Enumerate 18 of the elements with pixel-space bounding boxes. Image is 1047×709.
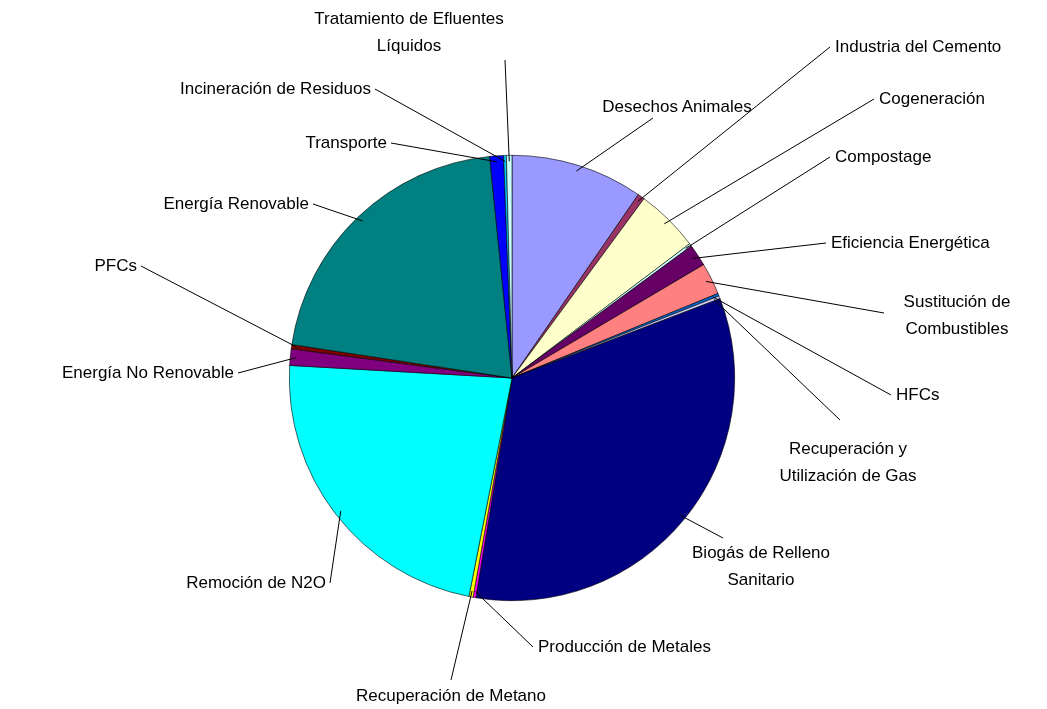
slice-label: Eficiencia Energética [831,232,991,252]
slice-label: Industria del Cemento [835,36,1002,56]
slice-label: Biogás de Relleno Sanitario [692,542,830,589]
slice-label: Tratamiento de Efluentes Líquidos [314,8,504,55]
slice-label: Desechos Animales [602,96,752,116]
slice-label: Remoción de N2O [186,572,326,592]
slice-label: Energía No Renovable [61,362,234,382]
slice-label: Producción de Metales [538,636,711,656]
slice-label: Incineración de Residuos [180,78,371,98]
slice-label: PFCs [94,255,137,275]
slice-label: Recuperación de Metano [356,685,546,705]
slice-label: Cogeneración [879,88,985,108]
slice-label: Transporte [305,132,387,152]
slice-label: Energía Renovable [163,193,309,213]
slice-label: HFCs [896,384,940,404]
slice-label: Sustitución de Combustibles [903,291,1011,338]
slice-label: Compostage [835,146,932,166]
slice-label: Recuperación y Utilización de Gas [779,438,917,485]
